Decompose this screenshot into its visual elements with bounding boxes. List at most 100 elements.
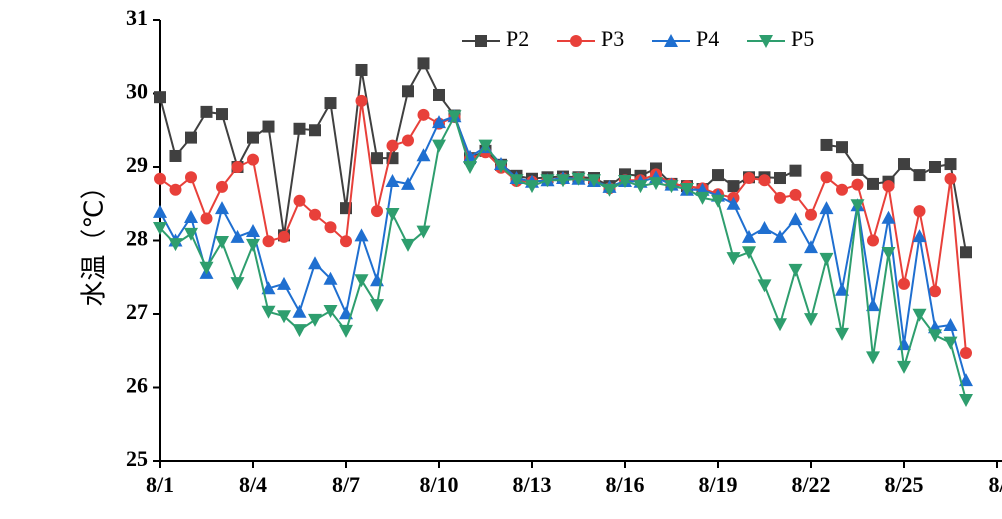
data-point — [881, 210, 896, 224]
data-point — [835, 282, 849, 296]
data-point — [262, 235, 275, 248]
data-point — [292, 304, 307, 318]
data-point — [463, 149, 477, 163]
data-point — [292, 324, 307, 338]
data-point — [370, 299, 384, 313]
data-point — [261, 281, 276, 295]
data-point — [742, 246, 756, 260]
legend-marker — [475, 35, 487, 47]
data-point — [184, 227, 198, 241]
y-tick-label: 29 — [126, 152, 148, 177]
data-point — [898, 158, 910, 171]
data-point — [386, 139, 399, 152]
data-point — [556, 174, 570, 188]
data-point — [898, 277, 910, 290]
data-point — [726, 252, 741, 266]
data-point — [959, 393, 973, 407]
x-tick-label: 8/4 — [239, 472, 267, 497]
x-tick-label: 8/19 — [698, 472, 737, 497]
data-point — [463, 161, 477, 174]
legend-marker — [759, 35, 773, 48]
data-point — [185, 131, 197, 144]
data-point — [478, 139, 493, 153]
data-point — [743, 172, 755, 185]
data-point — [912, 308, 927, 322]
x-tick-label: 8/1 — [146, 472, 174, 497]
data-point — [913, 169, 926, 182]
data-point — [649, 177, 663, 191]
data-point — [230, 229, 245, 243]
legend-label: P3 — [601, 26, 624, 51]
data-point — [695, 191, 710, 205]
data-point — [929, 161, 941, 173]
data-point — [712, 169, 724, 182]
legend-marker — [570, 35, 582, 47]
data-point — [385, 208, 400, 222]
data-point — [355, 94, 368, 107]
y-tick-label: 28 — [126, 226, 148, 251]
data-point — [742, 229, 756, 243]
data-point — [836, 141, 848, 154]
data-point — [773, 229, 787, 243]
data-point — [215, 201, 229, 215]
data-point — [247, 153, 259, 166]
data-point — [866, 298, 880, 312]
legend-label: P2 — [506, 26, 529, 51]
data-point — [850, 199, 865, 213]
data-point — [882, 180, 895, 193]
data-point — [758, 174, 771, 187]
data-point — [153, 222, 167, 236]
data-point — [340, 235, 352, 248]
data-point — [277, 310, 291, 324]
data-point — [820, 138, 833, 151]
data-point — [200, 212, 213, 225]
data-point — [944, 158, 957, 171]
data-point — [355, 63, 368, 76]
data-point — [525, 180, 539, 194]
data-point — [789, 188, 802, 201]
data-point — [416, 148, 431, 162]
data-point — [185, 171, 197, 184]
data-point — [216, 108, 228, 121]
data-point — [401, 238, 415, 252]
data-point — [804, 240, 818, 254]
data-point — [633, 180, 648, 194]
data-point — [571, 172, 586, 186]
data-point — [417, 108, 430, 121]
y-tick-label: 25 — [126, 446, 148, 471]
data-point — [231, 161, 244, 173]
data-point — [293, 122, 306, 135]
data-point — [216, 180, 228, 193]
data-point — [897, 360, 911, 374]
data-point — [293, 194, 306, 207]
data-point — [153, 204, 167, 218]
data-point — [960, 346, 972, 359]
data-point — [200, 105, 213, 118]
data-point — [819, 201, 834, 215]
data-point — [913, 205, 926, 218]
data-point — [851, 163, 864, 176]
data-point — [929, 285, 941, 298]
data-point — [851, 178, 864, 191]
data-point — [402, 85, 414, 98]
data-point — [789, 164, 802, 177]
y-tick-label: 26 — [126, 373, 148, 398]
legend-label: P4 — [696, 26, 719, 51]
data-point — [433, 88, 445, 101]
data-point — [199, 261, 214, 275]
data-point — [308, 256, 322, 270]
data-point — [215, 235, 229, 249]
data-point — [727, 180, 740, 193]
data-point — [354, 274, 369, 288]
data-point — [154, 172, 166, 185]
series-line — [159, 114, 967, 381]
data-point — [247, 131, 259, 144]
data-point — [820, 171, 833, 184]
series-line — [159, 61, 796, 236]
data-point — [959, 373, 973, 387]
y-tick-label: 30 — [126, 79, 148, 104]
data-point — [804, 313, 818, 327]
data-point — [680, 183, 694, 197]
legend-label: P5 — [791, 26, 814, 51]
data-point — [836, 183, 848, 196]
